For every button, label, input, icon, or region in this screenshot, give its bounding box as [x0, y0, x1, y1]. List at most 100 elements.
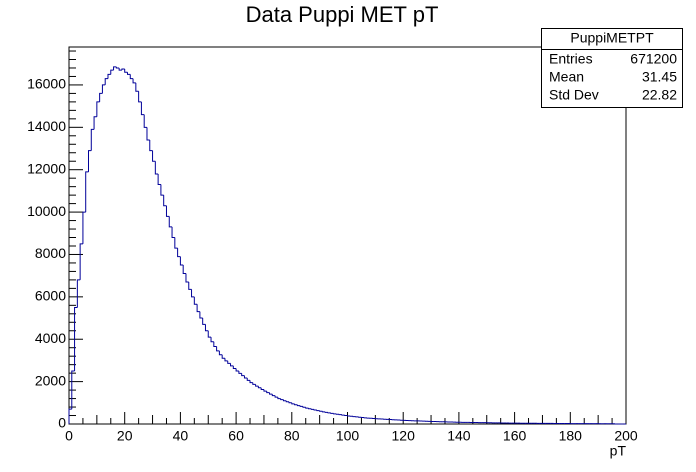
- histogram-bin: [168, 216, 173, 228]
- histogram-bin: [104, 78, 108, 85]
- histogram-bin: [271, 394, 276, 397]
- histogram-bin: [140, 101, 145, 116]
- histogram-bin: [224, 358, 228, 362]
- histogram-bin: [260, 387, 264, 390]
- histogram-bin: [177, 248, 181, 258]
- histogram-bin: [126, 72, 131, 75]
- stats-value: 22.82: [642, 87, 677, 103]
- histogram-bin: [135, 82, 139, 92]
- histogram-bin: [257, 386, 262, 389]
- histogram-bin: [185, 273, 189, 283]
- stats-title: PuppiMETPT: [570, 30, 654, 46]
- histogram-bin: [174, 237, 178, 249]
- y-tick-label: 0: [58, 415, 66, 431]
- histogram-bin: [143, 114, 147, 128]
- histogram-bin: [154, 161, 159, 175]
- y-tick-label: 4000: [35, 330, 66, 346]
- histogram-bin: [216, 346, 220, 352]
- histogram-bin: [165, 205, 170, 217]
- histogram-bin: [71, 370, 75, 410]
- histogram-bin: [210, 337, 214, 343]
- histogram-bin: [313, 409, 317, 411]
- x-tick-label: 180: [559, 428, 583, 444]
- histogram-bin: [280, 398, 284, 401]
- y-tick-label: 14000: [27, 118, 66, 134]
- histogram-bin: [101, 84, 106, 94]
- histogram-bin: [285, 400, 290, 403]
- histogram-bin: [124, 69, 128, 73]
- x-tick-label: 100: [336, 428, 360, 444]
- stats-value: 31.45: [642, 69, 677, 85]
- stats-box: [541, 28, 683, 108]
- histogram-bin: [207, 330, 212, 338]
- histogram-bin: [196, 304, 200, 313]
- x-tick-label: 200: [614, 428, 638, 444]
- histogram-bin: [149, 140, 153, 152]
- histogram-bin: [76, 279, 81, 308]
- stats-label: Std Dev: [549, 87, 599, 103]
- histogram-bin: [243, 375, 248, 379]
- histogram-bin: [310, 408, 315, 410]
- histogram-bin: [238, 371, 242, 374]
- histogram-bin: [132, 78, 136, 84]
- histogram-bin: [232, 365, 237, 369]
- y-tick-label: 8000: [35, 245, 66, 261]
- histogram-bin: [191, 289, 195, 298]
- histogram-bin: [157, 173, 161, 186]
- histogram-bin: [96, 101, 100, 117]
- histogram-bin: [202, 318, 206, 325]
- histogram-bin: [146, 127, 150, 141]
- x-tick-label: 0: [65, 428, 73, 444]
- histogram-bin: [291, 402, 295, 405]
- histogram-bin: [235, 368, 239, 372]
- histogram-bin: [90, 128, 95, 151]
- histogram-bin: [182, 265, 186, 275]
- histogram-bin: [282, 399, 287, 402]
- histogram-bin: [327, 412, 331, 414]
- histogram-bin: [115, 66, 120, 69]
- histogram-bin: [308, 408, 312, 410]
- histogram-bin: [79, 243, 83, 280]
- y-tick-label: 16000: [27, 76, 66, 92]
- histogram-bin: [85, 171, 89, 213]
- histogram-bin: [74, 306, 78, 372]
- histogram-bin: [299, 405, 303, 407]
- x-tick-label: 80: [284, 428, 300, 444]
- histogram-bin: [121, 68, 125, 71]
- histogram-bin: [160, 184, 164, 196]
- histogram-bin: [221, 354, 225, 359]
- histogram-bin: [171, 226, 175, 239]
- histogram-bin: [118, 67, 122, 71]
- histogram-bin: [230, 363, 234, 367]
- histogram-bin: [82, 211, 86, 244]
- histogram-bin: [193, 296, 198, 305]
- x-tick-label: 60: [228, 428, 244, 444]
- histogram-bin: [324, 411, 329, 413]
- histogram-bin: [87, 150, 92, 172]
- histogram-bin: [129, 74, 134, 80]
- y-tick-label: 2000: [35, 372, 66, 388]
- histogram-bin: [110, 69, 114, 75]
- histogram-bin: [296, 404, 301, 407]
- histogram-bin: [204, 324, 209, 332]
- histogram-bin: [249, 380, 253, 384]
- histogram-bin: [213, 341, 217, 347]
- histogram-bin: [227, 360, 231, 364]
- stats-value: 671200: [630, 51, 677, 67]
- histogram-bin: [93, 116, 97, 130]
- x-tick-label: 120: [392, 428, 416, 444]
- histogram-bin: [255, 384, 259, 387]
- y-tick-label: 12000: [27, 160, 66, 176]
- x-tick-label: 160: [503, 428, 527, 444]
- histogram-bin: [274, 395, 278, 398]
- histogram-bin: [68, 408, 72, 424]
- x-tick-label: 40: [173, 428, 189, 444]
- histogram-bin: [294, 403, 298, 406]
- y-tick-label: 6000: [35, 288, 66, 304]
- histogram-bin: [321, 411, 326, 413]
- histogram-bin: [302, 406, 306, 408]
- histogram-bin: [277, 397, 281, 400]
- stats-label: Mean: [549, 69, 584, 85]
